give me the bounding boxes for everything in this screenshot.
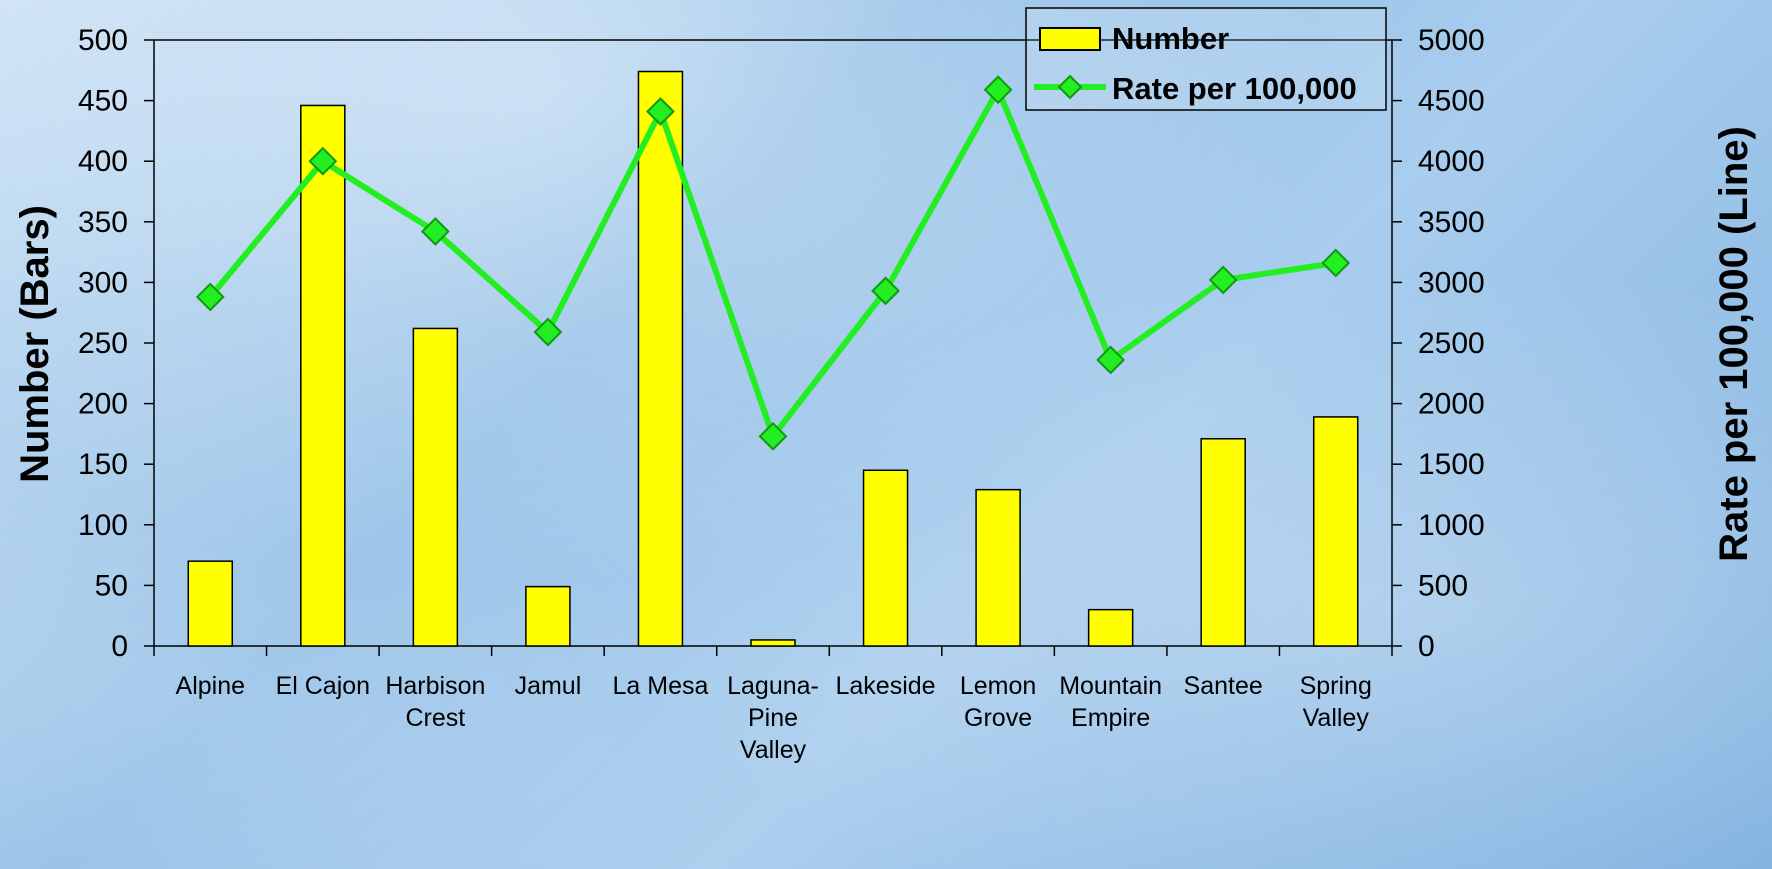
line-point (533, 317, 563, 347)
line-point (1321, 248, 1351, 278)
y2-tick-label: 500 (1418, 569, 1468, 602)
y-axis-title: Number (Bars) (13, 205, 57, 483)
line-point (983, 75, 1013, 105)
line-point (195, 282, 225, 312)
bar (525, 585, 571, 647)
x-tick-label-line: Valley (1303, 704, 1370, 732)
legend: Number Rate per 100,000 (1025, 7, 1387, 111)
line-point (646, 97, 675, 126)
y2-tick-label: 4500 (1418, 85, 1485, 118)
right-axis: 0 500 1000 1500 2000 2500 3000 3500 4000 4500 5000 (1392, 24, 1485, 663)
x-tick-label-line: Pine (748, 704, 798, 732)
y2-tick-label: 2500 (1418, 327, 1485, 360)
y-tick-label: 450 (78, 85, 128, 118)
y-tick-label: 400 (78, 145, 128, 178)
x-tick-label: El Cajon (276, 672, 371, 700)
y-tick-label: 200 (78, 388, 128, 421)
line-point (420, 217, 450, 246)
x-tick-label-line: La Mesa (613, 672, 709, 700)
x-tick-label: Lakeside (836, 672, 936, 700)
bar (862, 469, 909, 647)
x-tick-label: Spring Valley (1300, 672, 1372, 732)
y-tick-label: 350 (78, 206, 128, 239)
y-tick-label: 100 (78, 509, 128, 542)
rate-line (207, 86, 1337, 440)
line-series (195, 75, 1351, 451)
x-tick-label: Alpine (176, 672, 246, 700)
bar (1087, 608, 1134, 647)
y-tick-label: 150 (78, 448, 128, 481)
x-tick-label-line: Spring (1300, 672, 1372, 700)
line-point (871, 276, 900, 306)
line-point (308, 146, 338, 176)
legend-box (1025, 7, 1387, 111)
x-axis-labels: Alpine El Cajon Harbison Crest Jamul La Mesa L… (153, 646, 1393, 764)
bar (1200, 437, 1246, 647)
line-point (1096, 345, 1126, 375)
line-point (1208, 265, 1238, 295)
y-tick-label: 0 (111, 630, 128, 663)
x-tick-label-line: Grove (964, 704, 1032, 732)
x-tick-label-line: Laguna- (727, 672, 819, 700)
y2-tick-label: 1500 (1418, 448, 1485, 481)
bar (975, 488, 1021, 647)
y2-tick-label: 1000 (1418, 509, 1485, 542)
y2-tick-label: 0 (1418, 630, 1435, 663)
line-point (758, 421, 788, 451)
x-tick-label-line: Crest (405, 704, 465, 732)
x-tick-label: Harbison Crest (385, 672, 485, 732)
x-tick-label-line: Valley (740, 736, 807, 764)
left-axis: 0 50 100 150 200 250 300 350 400 450 500 (78, 24, 154, 663)
bar (412, 327, 459, 647)
x-tick-label-line: Lemon (960, 672, 1036, 700)
y-tick-label: 50 (95, 569, 128, 602)
x-tick-label: Laguna- Pine Valley (727, 672, 819, 764)
bar-series (187, 70, 1359, 647)
y-tick-label: 250 (78, 327, 128, 360)
legend-swatch-number (1039, 27, 1101, 51)
legend-label-rate: Rate per 100,000 (1112, 71, 1357, 106)
x-tick-label-line: Alpine (176, 672, 246, 700)
y2-tick-label: 2000 (1418, 388, 1485, 421)
bar (300, 104, 346, 647)
y2-tick-label: 4000 (1418, 145, 1485, 178)
x-tick-label-line: El Cajon (276, 672, 371, 700)
y2-tick-label: 3500 (1418, 206, 1485, 239)
x-tick-label-line: Jamul (515, 672, 582, 700)
x-tick-label: Santee (1184, 672, 1263, 700)
x-tick-label: Lemon Grove (960, 672, 1036, 732)
x-tick-label-line: Lakeside (836, 672, 936, 700)
bar (750, 639, 796, 647)
bar (187, 560, 234, 647)
bar (1312, 416, 1359, 647)
x-tick-label-line: Santee (1184, 672, 1263, 700)
y-tick-label: 300 (78, 266, 128, 299)
y2-tick-label: 3000 (1418, 266, 1485, 299)
y-tick-label: 500 (78, 24, 128, 57)
y2-tick-label: 5000 (1418, 24, 1485, 57)
x-tick-label: Jamul (515, 672, 582, 700)
y2-axis-title: Rate per 100,000 (Line) (1712, 126, 1756, 562)
legend-swatch-rate-marker (1057, 74, 1083, 100)
legend-label-number: Number (1112, 21, 1229, 56)
x-tick-label-line: Harbison (385, 672, 485, 700)
bar (637, 70, 684, 647)
x-tick-label: Mountain Empire (1059, 672, 1162, 732)
x-tick-label: La Mesa (613, 672, 709, 700)
x-tick-label-line: Mountain (1059, 672, 1162, 700)
x-tick-label-line: Empire (1071, 704, 1150, 732)
